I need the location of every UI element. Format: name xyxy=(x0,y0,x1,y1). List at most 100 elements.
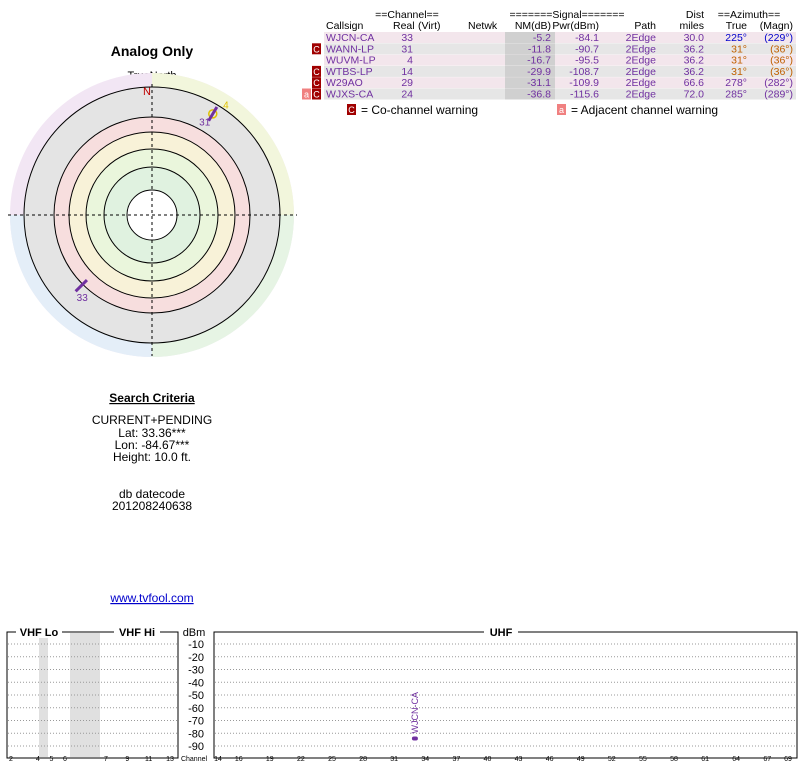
band-label: VHF Lo xyxy=(20,627,59,639)
warning-letter: a xyxy=(304,90,309,100)
cell-pwr: -115.6 xyxy=(570,89,599,101)
cell-dist: 36.2 xyxy=(684,43,705,55)
cell-magn: (36°) xyxy=(770,55,793,67)
cell-path: 2Edge xyxy=(626,89,657,101)
site-link[interactable]: www.tvfool.com xyxy=(109,591,193,605)
column-header: Pwr(dBm) xyxy=(552,20,599,32)
cell-real: 14 xyxy=(401,66,413,78)
column-header: True xyxy=(726,20,747,32)
band-label: VHF Hi xyxy=(119,627,155,639)
x-tick-label: 58 xyxy=(670,756,678,763)
cell-true: 31° xyxy=(731,66,747,78)
group-header: ==Azimuth== xyxy=(718,9,780,21)
nm-shade xyxy=(505,77,555,89)
cell-dist: 36.2 xyxy=(684,55,705,67)
y-tick-label: -40 xyxy=(188,677,204,689)
cell-callsign: WANN-LP xyxy=(326,43,374,55)
y-tick-label: -80 xyxy=(188,728,204,740)
x-tick-label: 19 xyxy=(266,756,274,763)
column-header: NM(dB) xyxy=(515,20,551,32)
y-tick-label: -30 xyxy=(188,665,204,677)
cell-callsign: WUVM-LP xyxy=(326,55,376,67)
warning-box xyxy=(312,77,321,89)
y-tick-label: -10 xyxy=(188,639,204,651)
band-label: UHF xyxy=(490,627,513,639)
legend-text: = Co-channel warning xyxy=(361,103,478,117)
x-tick-label: 9 xyxy=(125,756,129,763)
cell-pwr: -109.9 xyxy=(569,77,599,89)
cell-path: 2Edge xyxy=(626,43,657,55)
signal-label: WJCN-CA xyxy=(410,692,420,734)
x-tick-label: 4 xyxy=(36,756,40,763)
x-tick-label: 7 xyxy=(104,756,108,763)
label-bg xyxy=(16,626,62,638)
polar-plot: N 4 31 33 xyxy=(8,73,297,357)
cell-real: 24 xyxy=(401,89,413,101)
legend-letter: a xyxy=(559,105,564,115)
warning-letter: C xyxy=(313,44,320,54)
label-bg xyxy=(114,626,160,638)
signal-bar xyxy=(411,736,418,741)
search-line: Height: 10.0 ft. xyxy=(113,450,191,464)
x-tick-label: 25 xyxy=(328,756,336,763)
marker-label: 31 xyxy=(199,117,211,128)
y-tick-label: -70 xyxy=(188,716,204,728)
marker-line xyxy=(207,106,219,122)
x-tick-label: 67 xyxy=(763,756,771,763)
marker-line xyxy=(74,278,89,293)
cell-path: 2Edge xyxy=(626,32,657,44)
unit-label: dBm xyxy=(183,627,206,639)
x-tick-label: 52 xyxy=(608,756,616,763)
datecode-label: db datecode xyxy=(119,487,185,501)
x-tick-label: 22 xyxy=(297,756,305,763)
cell-pwr: -90.7 xyxy=(575,43,599,55)
datecode: 201208240638 xyxy=(112,499,192,513)
north-mark: N xyxy=(143,86,151,98)
cell-magn: (229°) xyxy=(764,32,793,44)
cell-real: 4 xyxy=(407,55,413,67)
x-tick-label: 11 xyxy=(145,756,152,763)
cell-path: 2Edge xyxy=(626,66,657,78)
x-tick-label: 49 xyxy=(577,756,585,763)
nm-shade xyxy=(505,32,555,43)
x-tick-label: 37 xyxy=(452,756,460,763)
x-tick-label: 14 xyxy=(214,756,222,763)
cell-magn: (36°) xyxy=(770,43,793,55)
cell-pwr: -84.1 xyxy=(575,32,599,44)
cell-pwr: -108.7 xyxy=(569,66,599,78)
x-tick-label: 43 xyxy=(515,756,523,763)
y-tick-label: -60 xyxy=(188,703,204,715)
cell-nm: -16.7 xyxy=(527,55,551,67)
cell-nm: -36.8 xyxy=(527,89,551,101)
station-table: ==Channel== =======Signal======= Dist ==Azi… xyxy=(302,9,796,117)
row-bg xyxy=(324,54,796,66)
cell-callsign: WJCN-CA xyxy=(326,32,374,44)
x-tick-label: 5 xyxy=(50,756,54,763)
cell-callsign: WTBS-LP xyxy=(326,66,373,78)
warning-letter: C xyxy=(313,90,320,100)
cell-real: 31 xyxy=(401,43,413,55)
warning-box xyxy=(302,88,311,100)
nm-shade xyxy=(505,65,555,77)
cell-callsign: W29AO xyxy=(326,77,363,89)
polar-title: Analog Only xyxy=(111,43,194,59)
cell-true: 31° xyxy=(731,43,747,55)
legend-box xyxy=(557,104,566,115)
spectrum: VHF Lo VHF Hi UHF dBm Channel -10-20-30-… xyxy=(6,626,798,763)
warning-letter: C xyxy=(313,67,320,77)
group-header: Dist xyxy=(686,9,704,21)
cell-true: 225° xyxy=(725,32,747,44)
x-tick-label: 13 xyxy=(166,756,174,763)
column-header: miles xyxy=(679,20,704,32)
cell-true: 31° xyxy=(731,55,747,67)
vhf-frame xyxy=(6,631,179,759)
cell-magn: (282°) xyxy=(764,77,793,89)
legend-text: = Adjacent channel warning xyxy=(571,103,718,117)
cell-nm: -29.9 xyxy=(527,66,551,78)
legend-box xyxy=(347,104,356,115)
marker-label: 4 xyxy=(223,100,229,111)
cell-callsign: WJXS-CA xyxy=(326,89,373,101)
x-tick-label: 16 xyxy=(235,756,243,763)
cell-dist: 36.2 xyxy=(684,66,705,78)
x-tick-label: 34 xyxy=(421,756,429,763)
